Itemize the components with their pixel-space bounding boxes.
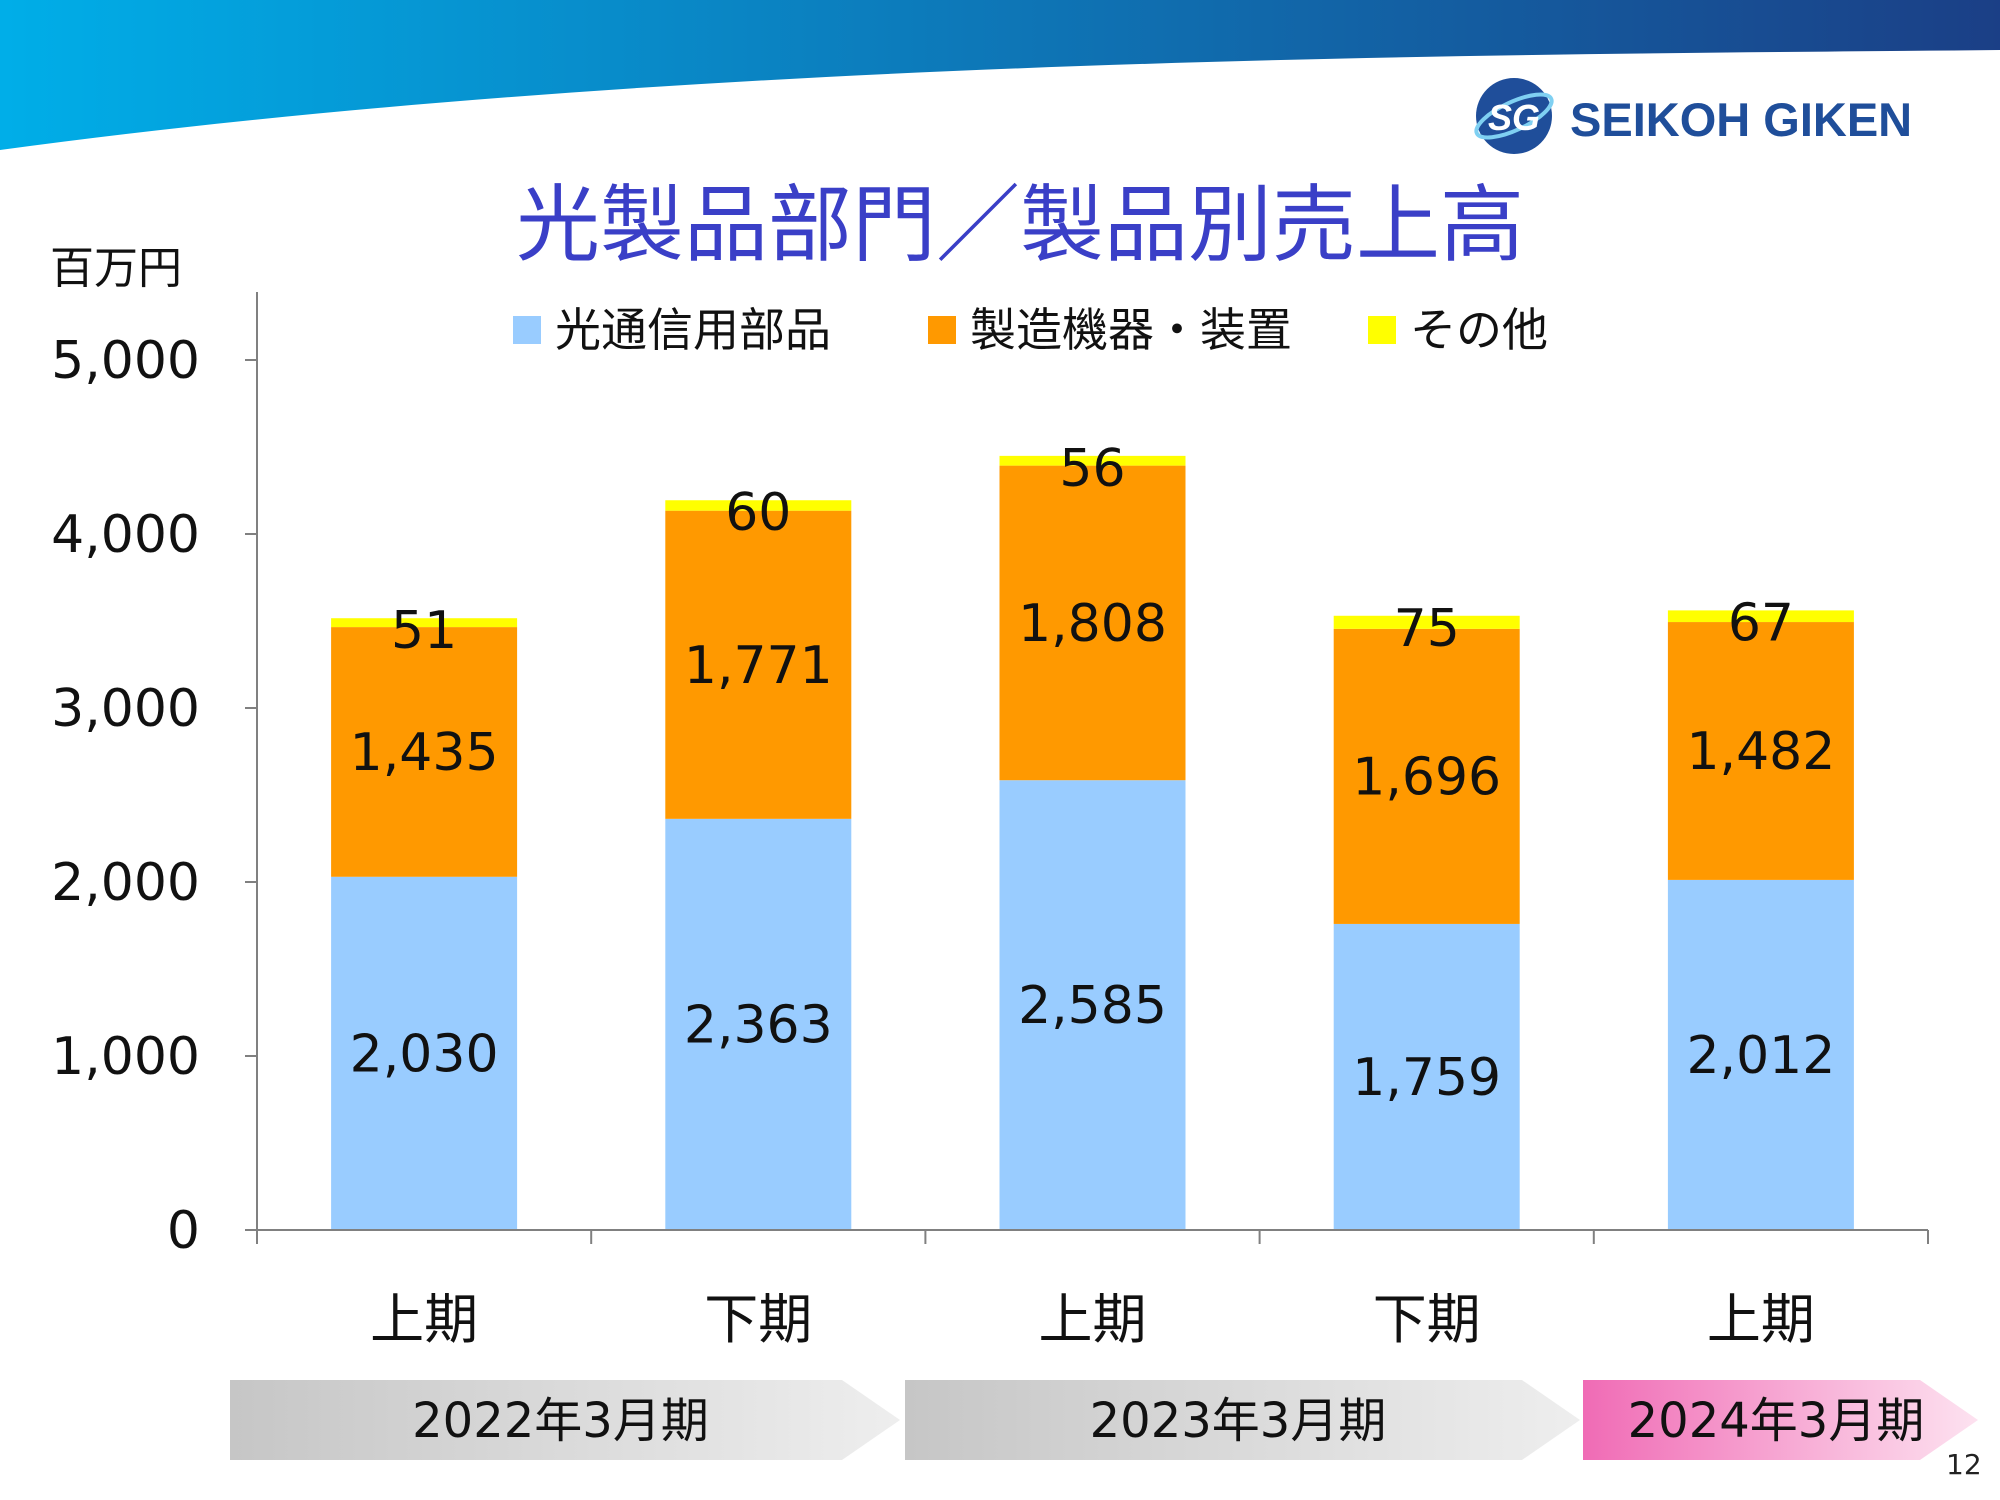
data-label: 56 xyxy=(1059,439,1125,499)
bar-segment xyxy=(665,818,852,1230)
period-arrow xyxy=(1583,1380,1978,1460)
chart-legend: 光通信用部品 製造機器・装置 その他 xyxy=(513,303,1548,357)
svg-text:SG: SG xyxy=(1488,97,1540,138)
x-category-label: 上期 xyxy=(370,1288,478,1351)
bar-segment xyxy=(1333,923,1520,1230)
period-arrow xyxy=(905,1380,1580,1460)
company-logo: SG xyxy=(1470,72,1970,168)
data-label: 1,771 xyxy=(684,636,833,696)
bar-segment xyxy=(665,500,852,511)
legend-label: 製造機器・装置 xyxy=(970,303,1292,357)
legend-swatch xyxy=(513,316,541,344)
company-name: SEIKOH GIKEN xyxy=(1570,93,1913,146)
data-label: 67 xyxy=(1728,593,1794,653)
bar-segment xyxy=(999,465,1186,781)
legend-label: 光通信用部品 xyxy=(555,303,831,357)
page-title: 光製品部門／製品別売上高 xyxy=(515,176,1524,274)
legend-label: その他 xyxy=(1410,303,1548,357)
period-label: 2024年3月期 xyxy=(1628,1393,1925,1449)
data-label: 1,808 xyxy=(1018,594,1167,654)
period-arrows: 2022年3月期 2023年3月期 2024年3月期 xyxy=(230,1380,1978,1460)
chart-axes: 0 1,000 2,000 3,000 4,000 5,000 上期 下期 上期 下期 上期 xyxy=(51,292,1929,1351)
data-label: 2,030 xyxy=(350,1024,499,1084)
legend-swatch xyxy=(928,316,956,344)
bar-segment xyxy=(665,510,852,819)
x-category-label: 下期 xyxy=(704,1288,812,1351)
data-label: 1,759 xyxy=(1352,1048,1501,1108)
bar-segment xyxy=(999,455,1186,466)
y-tick-label: 3,000 xyxy=(51,679,200,739)
bar-segment xyxy=(1667,622,1854,880)
seikoh-giken-logo-mark: SG xyxy=(1474,78,1554,154)
bar-segment xyxy=(999,780,1186,1230)
bar-segment xyxy=(1667,610,1854,623)
data-label: 1,482 xyxy=(1686,722,1835,782)
period-label: 2023年3月期 xyxy=(1090,1393,1387,1449)
x-category-label: 上期 xyxy=(1039,1288,1147,1351)
y-tick-label: 0 xyxy=(167,1201,200,1261)
page-number: 12 xyxy=(1946,1448,1982,1481)
y-tick-label: 1,000 xyxy=(51,1027,200,1087)
x-category-label: 下期 xyxy=(1373,1288,1481,1351)
data-label: 60 xyxy=(725,483,791,543)
y-tick-label: 2,000 xyxy=(51,853,200,913)
period-label: 2022年3月期 xyxy=(412,1393,709,1449)
y-tick-label: 5,000 xyxy=(51,331,200,391)
data-label: 2,012 xyxy=(1686,1026,1835,1086)
data-label: 2,363 xyxy=(684,995,833,1055)
data-label: 75 xyxy=(1394,599,1460,659)
bar-segment xyxy=(1333,628,1520,924)
period-arrow xyxy=(230,1380,900,1460)
data-label: 1,435 xyxy=(350,723,499,783)
x-category-label: 上期 xyxy=(1707,1288,1815,1351)
legend-swatch xyxy=(1368,316,1396,344)
bar-segment xyxy=(331,627,518,877)
data-label: 51 xyxy=(391,601,457,661)
bar-segment xyxy=(331,876,518,1230)
bar-segment xyxy=(1667,879,1854,1230)
y-axis-unit: 百万円 xyxy=(50,243,182,294)
header-banner xyxy=(0,0,2000,150)
y-tick-label: 4,000 xyxy=(51,505,200,565)
data-label: 1,696 xyxy=(1352,747,1501,807)
bar-segment xyxy=(1333,615,1520,629)
bar-segment xyxy=(331,618,518,628)
chart-bars: 2,030 1,435 51 2,363 1,771 60 2,585 1,808 56 1,75… xyxy=(331,439,1854,1230)
data-label: 2,585 xyxy=(1018,976,1167,1036)
